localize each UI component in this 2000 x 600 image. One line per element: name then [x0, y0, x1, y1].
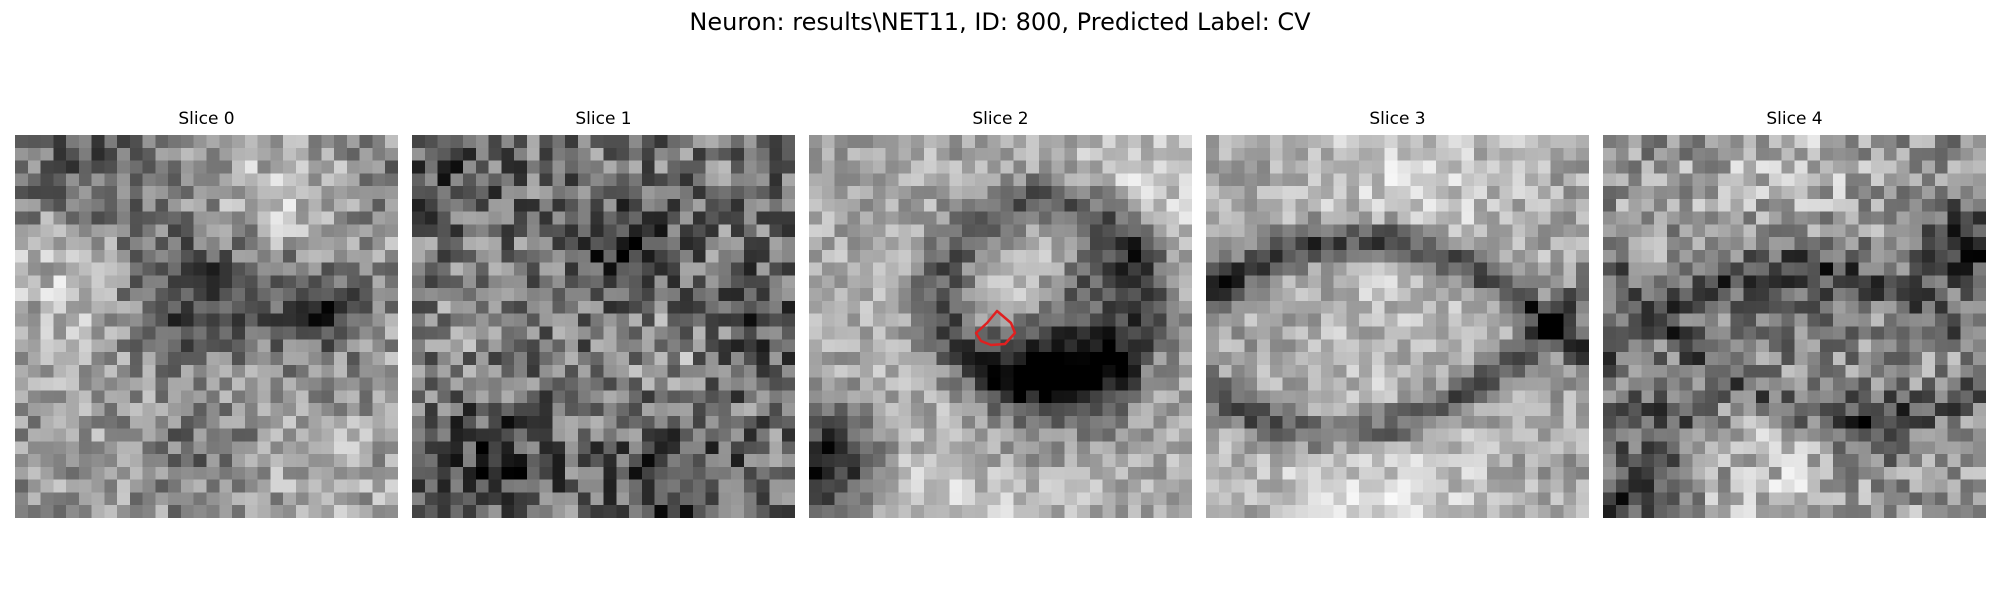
slice-panel-4: Slice 4	[1603, 108, 1986, 518]
slice-image	[15, 135, 398, 518]
slice-title: Slice 1	[575, 109, 632, 129]
slice-panel-3: Slice 3	[1206, 108, 1589, 518]
slice-image	[412, 135, 795, 518]
slice-image-pixels	[15, 135, 398, 518]
slice-title: Slice 3	[1369, 109, 1426, 129]
slice-image-pixels	[809, 135, 1192, 518]
slice-image-pixels	[1206, 135, 1589, 518]
slice-image-pixels	[1603, 135, 1986, 518]
slice-title: Slice 0	[178, 109, 235, 129]
slice-panel-0: Slice 0	[15, 108, 398, 518]
figure-title: Neuron: results\NET11, ID: 800, Predicte…	[689, 8, 1311, 36]
slice-panel-2: Slice 2	[809, 108, 1192, 518]
segmentation-contour	[974, 309, 1017, 347]
slice-image-pixels	[412, 135, 795, 518]
slice-image	[1603, 135, 1986, 518]
slice-image	[1206, 135, 1589, 518]
slice-title: Slice 4	[1766, 109, 1823, 129]
slice-panel-1: Slice 1	[412, 108, 795, 518]
contour-overlay	[974, 309, 1017, 347]
slice-image	[809, 135, 1192, 518]
slice-title: Slice 2	[972, 109, 1029, 129]
